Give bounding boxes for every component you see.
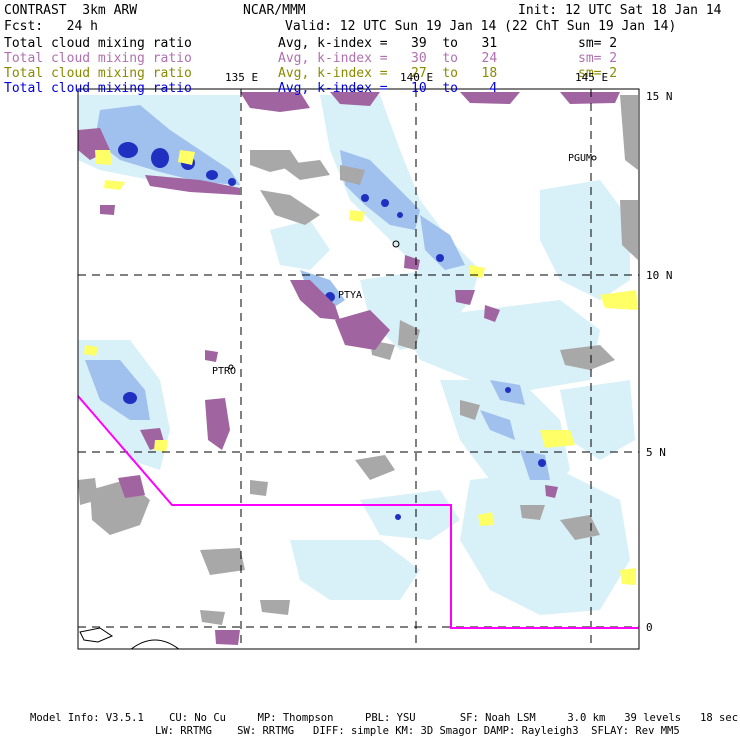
- field-name-4: Total cloud mixing ratio: [4, 81, 192, 96]
- forecast-hour: Fcst: 24 h: [4, 19, 98, 34]
- yellow-cloud-field: [84, 150, 638, 585]
- valid-time: Valid: 12 UTC Sun 19 Jan 14 (22 ChT Sun …: [285, 19, 677, 34]
- lat-label-0: 0: [646, 621, 653, 634]
- init-time: Init: 12 UTC Sat 18 Jan 14: [518, 3, 722, 18]
- lat-label-5n: 5 N: [646, 446, 666, 459]
- organization: NCAR/MMM: [243, 3, 306, 18]
- lat-label-15n: 15 N: [646, 90, 673, 103]
- coastlines: [79, 155, 597, 649]
- deep-cloud-cores: [118, 142, 546, 520]
- field-smoothing-1: sm= 2: [578, 36, 618, 51]
- station-pgum: PGUM: [568, 153, 593, 164]
- lon-label-135: 135 E: [225, 71, 259, 84]
- field-range-3: Avg, k-index = 27 to 18: [278, 66, 498, 81]
- purple-cloud-field: [78, 92, 620, 645]
- station-ptro: PTRO: [212, 366, 237, 377]
- station-ptya: PTYA: [338, 290, 363, 301]
- field-smoothing-2: sm= 2: [578, 51, 618, 66]
- lon-label-145: 145 E: [575, 71, 609, 84]
- field-range-2: Avg, k-index = 30 to 24: [278, 51, 498, 66]
- field-name-2: Total cloud mixing ratio: [4, 51, 192, 66]
- model-info-line-2: LW: RRTMG SW: RRTMG DIFF: simple KM: 3D …: [155, 725, 680, 737]
- field-smoothing-3: sm= 2: [578, 66, 618, 81]
- field-name-1: Total cloud mixing ratio: [4, 36, 192, 51]
- lon-label-140: 140 E: [400, 71, 434, 84]
- light-cloud-field: [78, 95, 635, 615]
- field-name-3: Total cloud mixing ratio: [4, 66, 192, 81]
- run-title: CONTRAST 3km ARW: [4, 3, 138, 18]
- lat-label-10n: 10 N: [646, 269, 673, 282]
- field-range-1: Avg, k-index = 39 to 31: [278, 36, 498, 51]
- model-info-line-1: Model Info: V3.5.1 CU: No Cu MP: Thompso…: [30, 712, 739, 724]
- eez-boundary: [77, 395, 639, 629]
- field-range-4: Avg, k-index = 10 to 4: [278, 81, 498, 96]
- map-frame: [77, 88, 640, 650]
